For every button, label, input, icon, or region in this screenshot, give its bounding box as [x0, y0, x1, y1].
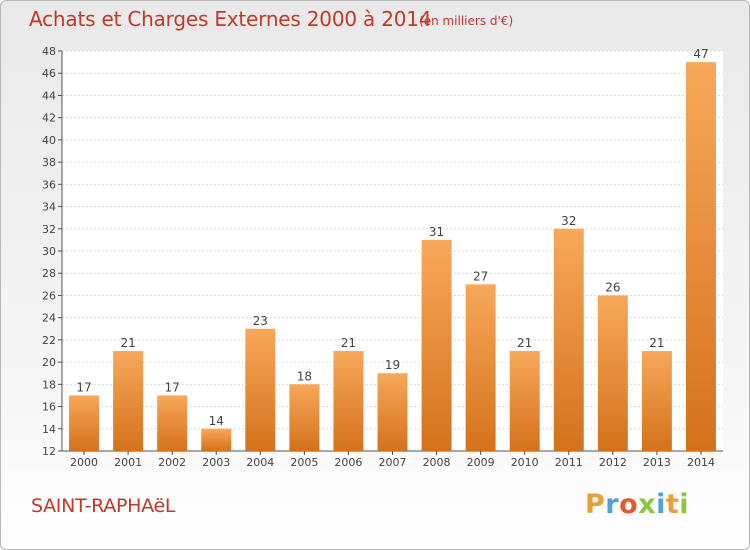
bar-2010: [509, 351, 540, 451]
x-tick-label: 2007: [379, 456, 407, 469]
y-tick-label: 20: [42, 356, 56, 369]
y-tick-label: 40: [42, 134, 56, 147]
chart-title: Achats et Charges Externes 2000 à 2014: [29, 7, 432, 31]
bar-2014: [685, 62, 716, 451]
x-tick-label: 2002: [158, 456, 186, 469]
bar-2013: [641, 351, 672, 451]
x-tick-label: 2013: [643, 456, 671, 469]
data-label-2011: 32: [561, 214, 576, 228]
data-label-2008: 31: [429, 225, 444, 239]
bar-2002: [157, 395, 188, 451]
brand-logo: Proxiti: [585, 489, 689, 520]
bar-2005: [289, 384, 320, 451]
y-tick-label: 32: [42, 223, 56, 236]
x-tick-label: 2010: [511, 456, 539, 469]
chart-unit: (en milliers d'€): [419, 14, 514, 28]
y-tick-label: 18: [42, 378, 56, 391]
x-tick-label: 2001: [114, 456, 142, 469]
x-tick-label: 2003: [202, 456, 230, 469]
data-label-2002: 17: [165, 380, 180, 394]
bar-2006: [333, 351, 364, 451]
y-tick-label: 44: [42, 89, 56, 102]
bar-2003: [201, 428, 232, 451]
y-tick-label: 36: [42, 178, 56, 191]
brand-letter: o: [619, 489, 639, 520]
brand-letter: x: [638, 489, 657, 520]
brand-letter: i: [656, 489, 666, 520]
y-tick-label: 30: [42, 245, 56, 258]
brand-letter: P: [585, 489, 606, 520]
bar-2012: [597, 295, 628, 451]
y-tick-label: 12: [42, 445, 56, 458]
y-tick-label: 46: [42, 67, 56, 80]
bar-2007: [377, 373, 408, 451]
x-tick-label: 2008: [423, 456, 451, 469]
brand-letter: i: [679, 489, 690, 520]
data-label-2007: 19: [385, 358, 400, 372]
bar-2000: [69, 395, 100, 451]
x-tick-label: 2014: [687, 456, 715, 469]
x-tick-label: 2009: [467, 456, 495, 469]
x-tick-label: 2005: [290, 456, 318, 469]
data-label-2013: 21: [649, 336, 664, 350]
brand-letter: t: [665, 489, 680, 520]
data-label-2014: 47: [693, 47, 708, 61]
x-tick-label: 2006: [334, 456, 362, 469]
place-name: SAINT-RAPHAëL: [31, 495, 176, 517]
data-label-2000: 17: [76, 380, 91, 394]
y-tick-label: 26: [42, 289, 56, 302]
bar-2001: [113, 351, 144, 451]
y-tick-label: 24: [42, 312, 56, 325]
y-tick-label: 14: [42, 423, 56, 436]
data-label-2012: 26: [605, 280, 620, 294]
data-label-2009: 27: [473, 269, 488, 283]
data-label-2004: 23: [253, 314, 268, 328]
bar-2009: [465, 284, 496, 451]
bar-2008: [421, 239, 452, 451]
x-tick-label: 2000: [70, 456, 98, 469]
y-tick-label: 16: [42, 401, 56, 414]
y-tick-label: 48: [42, 45, 56, 58]
y-tick-label: 22: [42, 334, 56, 347]
bar-2004: [245, 328, 276, 451]
data-label-2001: 21: [120, 336, 135, 350]
brand-letter: r: [605, 489, 620, 520]
data-label-2005: 18: [297, 369, 312, 383]
y-tick-label: 34: [42, 201, 56, 214]
data-label-2003: 14: [209, 414, 224, 428]
y-tick-label: 38: [42, 156, 56, 169]
bar-2011: [553, 228, 584, 451]
data-label-2006: 21: [341, 336, 356, 350]
x-tick-label: 2012: [599, 456, 627, 469]
y-tick-label: 42: [42, 112, 56, 125]
x-tick-label: 2004: [246, 456, 274, 469]
x-tick-label: 2011: [555, 456, 583, 469]
y-tick-label: 28: [42, 267, 56, 280]
data-label-2010: 21: [517, 336, 532, 350]
